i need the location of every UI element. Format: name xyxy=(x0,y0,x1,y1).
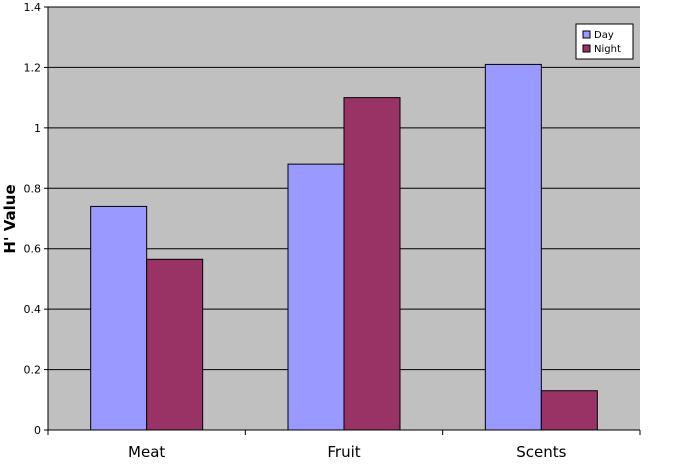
legend-swatch-night xyxy=(582,44,591,53)
y-tick-label: 1.4 xyxy=(24,1,42,14)
y-tick-label: 0.8 xyxy=(24,182,42,195)
y-tick-label: 1 xyxy=(34,122,41,135)
legend-label-night: Night xyxy=(594,44,621,55)
x-tick-label: Fruit xyxy=(327,443,360,461)
bar-day-meat xyxy=(90,205,148,431)
y-axis-title: H' Value xyxy=(1,184,19,253)
x-tick-label: Scents xyxy=(516,443,566,461)
y-tick-label: 0 xyxy=(34,424,41,437)
legend-label-day: Day xyxy=(594,30,614,41)
bar-night-meat xyxy=(146,258,204,431)
legend-swatch-day xyxy=(582,30,591,39)
legend: Day Night xyxy=(575,23,634,60)
bar-day-fruit xyxy=(287,163,345,431)
bar-day-scents xyxy=(484,63,542,431)
y-tick-label: 0.4 xyxy=(24,303,42,316)
y-tick-label: 1.2 xyxy=(24,61,42,74)
bar-night-scents xyxy=(540,390,598,431)
x-tick-label: Meat xyxy=(128,443,165,461)
y-tick-label: 0.6 xyxy=(24,243,42,256)
y-ticks: 0 0.2 0.4 0.6 0.8 1 1.2 1.4 xyxy=(24,1,48,437)
legend-box xyxy=(575,23,634,60)
y-tick-label: 0.2 xyxy=(24,364,42,377)
bar-night-fruit xyxy=(343,97,401,431)
x-ticks: Meat Fruit Scents xyxy=(47,430,641,461)
